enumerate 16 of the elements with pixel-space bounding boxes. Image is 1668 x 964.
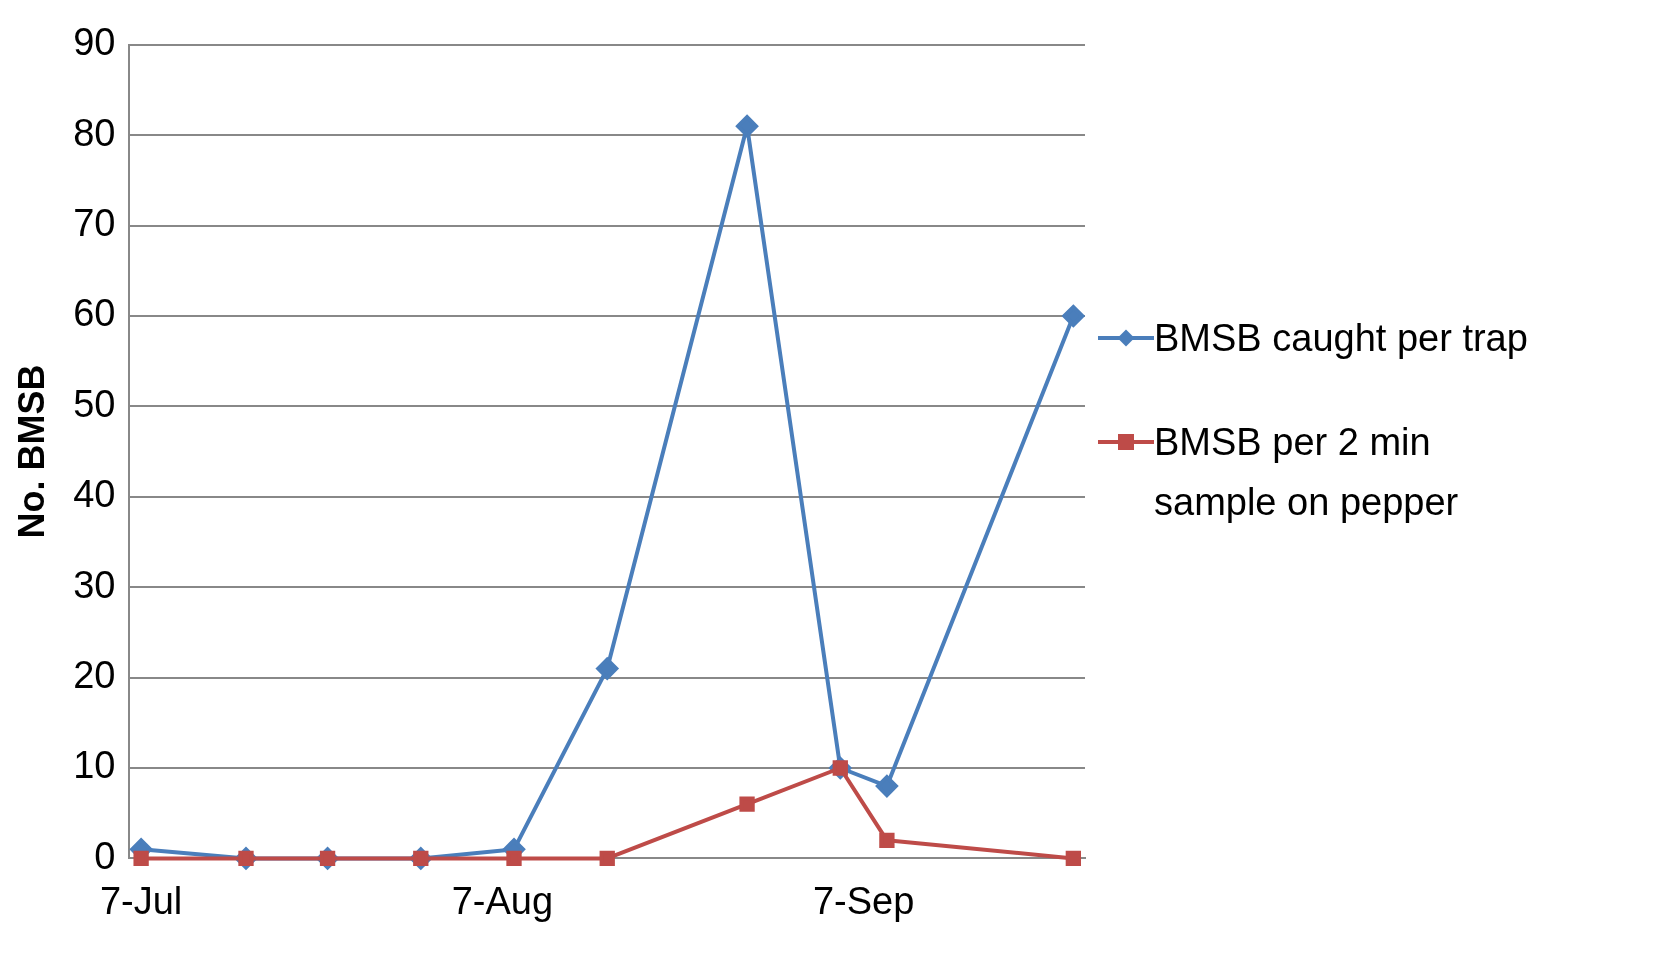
- y-tick-label: 40: [73, 473, 116, 516]
- x-tick-label: 7-Jul: [99, 879, 183, 922]
- y-tick-label: 30: [73, 563, 116, 606]
- y-tick-label: 60: [73, 292, 116, 335]
- y-tick-label: 20: [73, 654, 116, 697]
- y-tick-label: 70: [73, 202, 116, 245]
- y-tick-label: 0: [94, 834, 116, 877]
- y-axis-title: No. BMSB: [10, 364, 52, 539]
- y-tick-label: 10: [73, 744, 116, 787]
- y-tick-label: 90: [73, 21, 116, 64]
- x-tick-label: 7-Sep: [812, 879, 915, 922]
- legend-label: BMSB caught per trap: [1154, 316, 1528, 361]
- legend-label: BMSB per 2 min sample on pepper: [1154, 420, 1460, 525]
- y-tick-label: 50: [73, 382, 116, 425]
- y-tick-label: 80: [73, 111, 116, 154]
- x-tick-label: 7-Aug: [451, 879, 554, 922]
